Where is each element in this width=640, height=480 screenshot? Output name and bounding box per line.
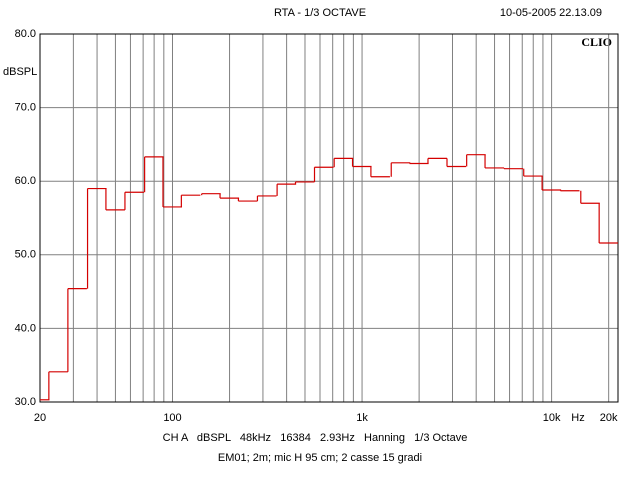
x-tick-label: 20k [600,412,618,424]
y-tick-label: 50.0 [15,249,36,261]
x-tick-label: 10k [543,412,561,424]
y-axis-label: dBSPL [3,66,37,78]
x-tick-label: 100 [163,412,181,424]
timestamp: 10-05-2005 22.13.09 [500,7,602,19]
y-tick-label: 80.0 [15,28,36,40]
x-unit: Hz [571,412,584,424]
x-tick-label: 20 [34,412,46,424]
y-tick-label: 70.0 [15,102,36,114]
chart-title: RTA - 1/3 OCTAVE [274,7,366,19]
footer-settings: CH A dBSPL 48kHz 16384 2.93Hz Hanning 1/… [163,432,468,444]
y-tick-label: 60.0 [15,175,36,187]
plot-frame [39,33,619,403]
brand: CLIO [581,35,612,49]
x-tick-label: 1k [356,412,368,424]
y-tick-label: 30.0 [15,396,36,408]
footer-note: EM01; 2m; mic H 95 cm; 2 casse 15 gradi [218,452,422,464]
y-tick-label: 40.0 [15,322,36,334]
